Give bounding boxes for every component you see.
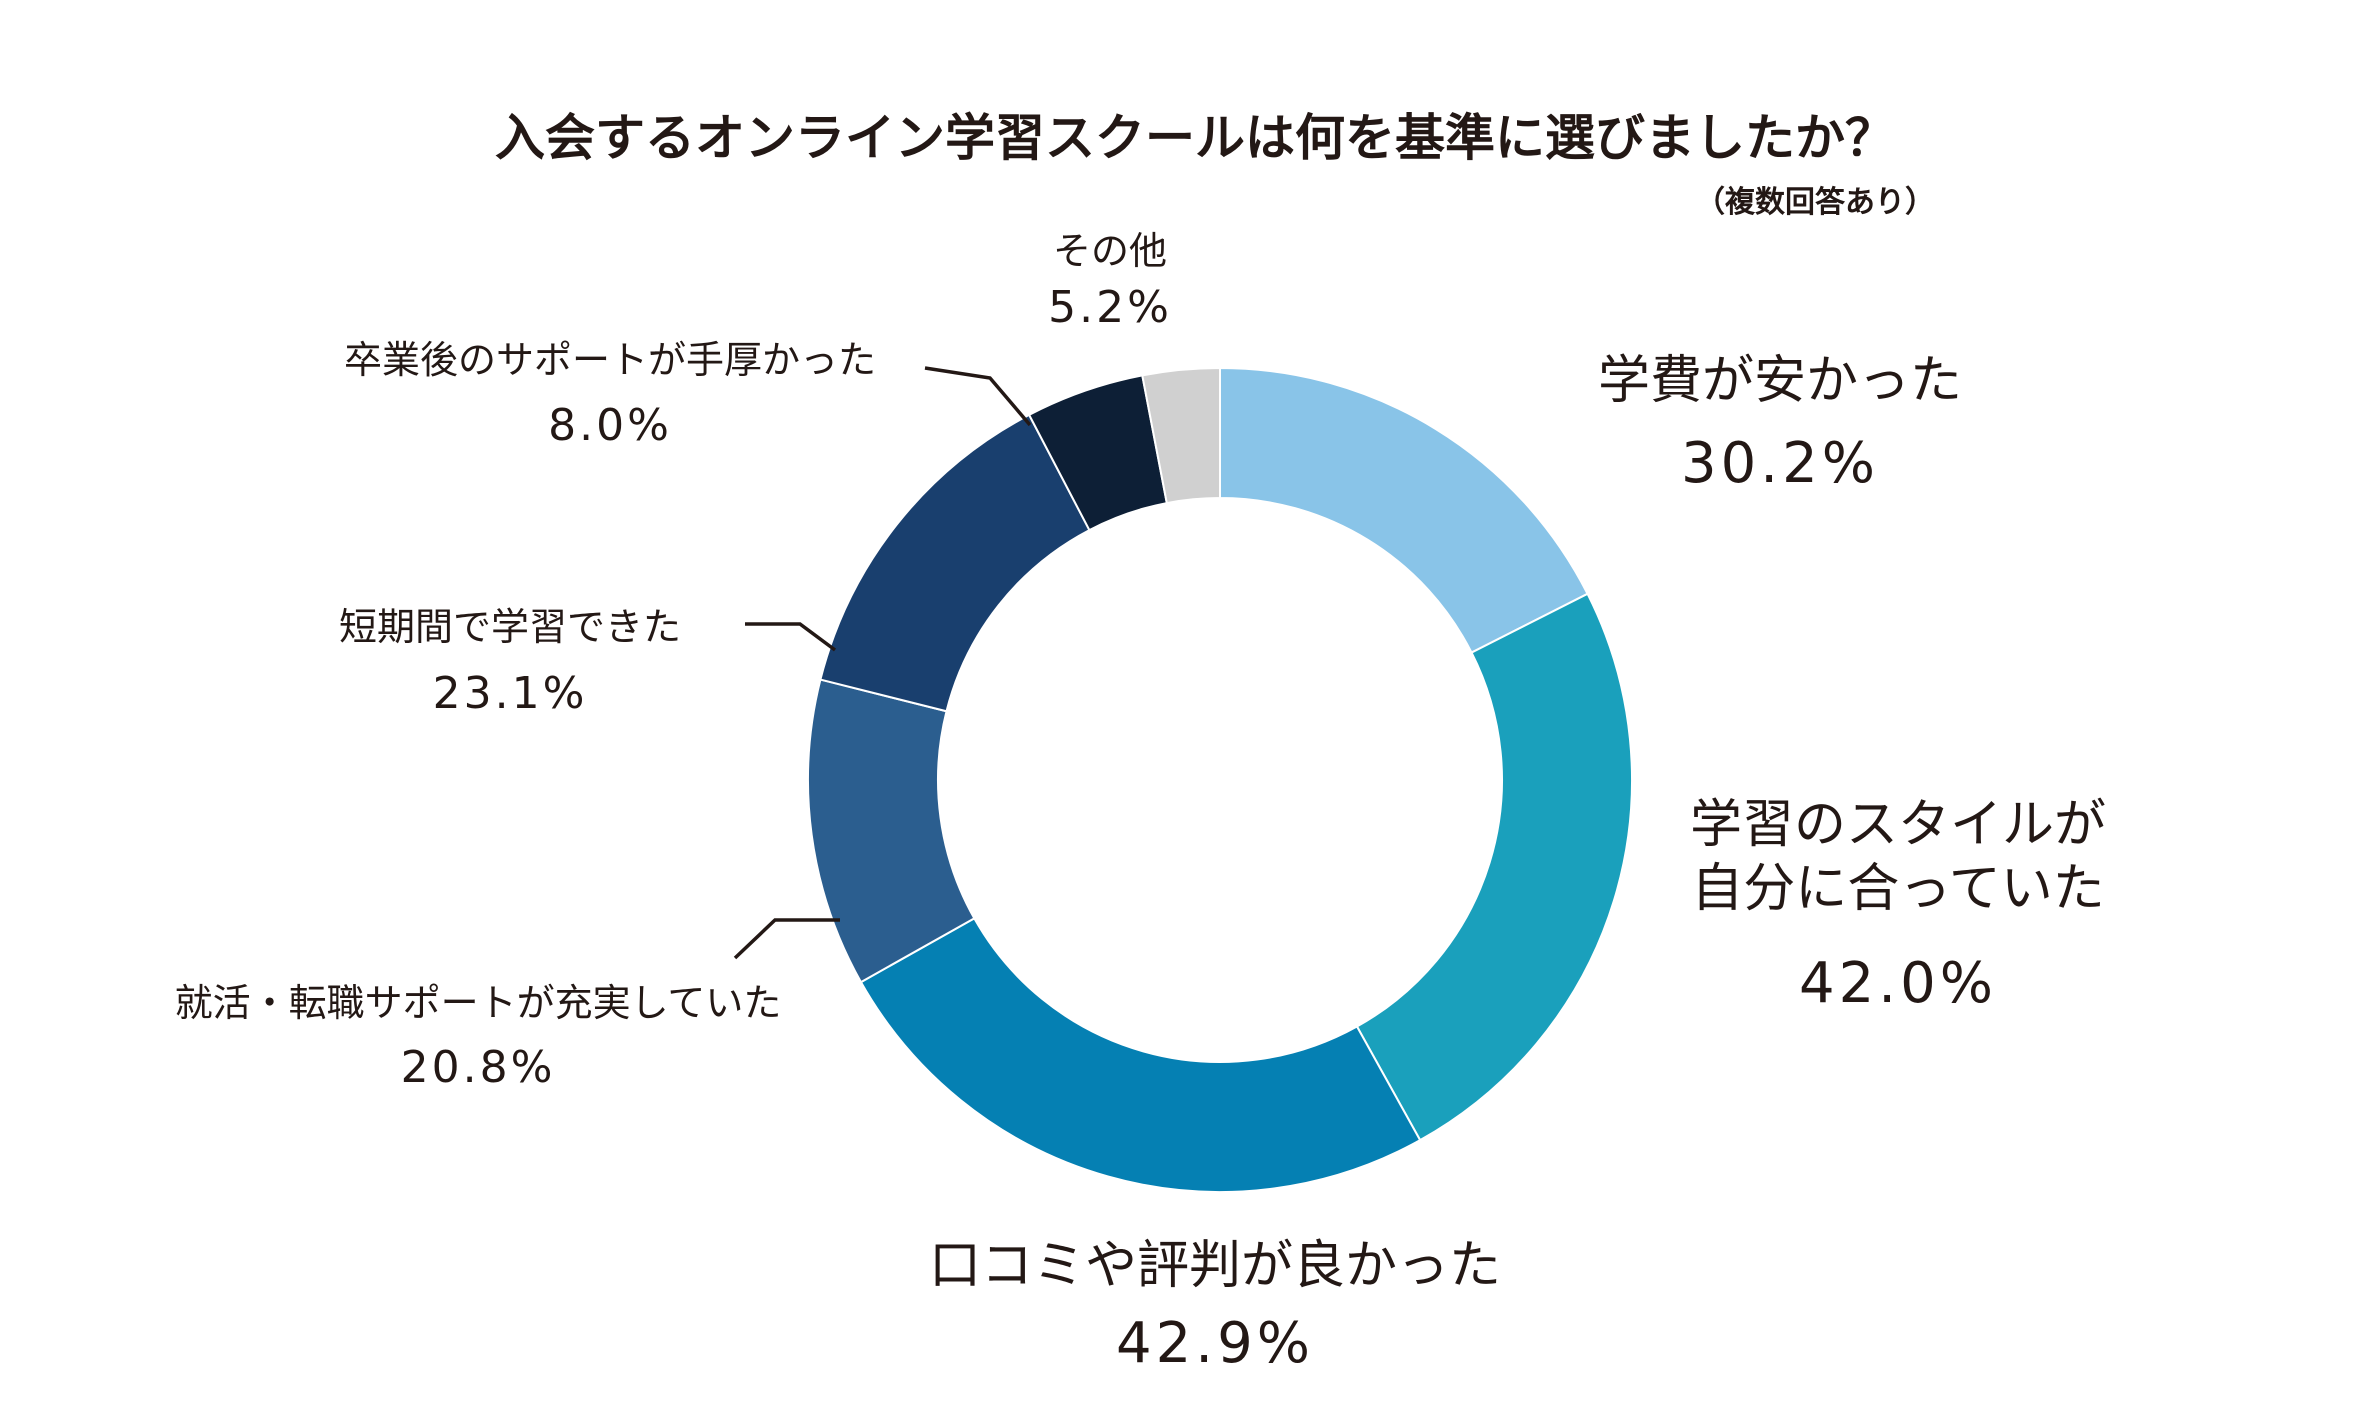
slice-label-other: その他 (1053, 229, 1167, 273)
slice-tuition (1219, 366, 1589, 654)
slice-value-other: 5.2% (1048, 282, 1172, 333)
slice-other (1141, 366, 1221, 505)
slice-label-style-line2: 自分に合っていた (1691, 859, 2104, 919)
leader-line-graduate-support (924, 366, 1032, 427)
slice-value-reviews: 42.9% (1116, 1311, 1314, 1376)
chart-subtitle: （複数回答あり） (1695, 185, 1935, 220)
slice-value-style: 42.0% (1799, 951, 1997, 1016)
chart-title: 入会するオンライン学習スクールは何を基準に選びましたか？ (495, 109, 1895, 167)
slice-value-tuition: 30.2% (1681, 431, 1879, 496)
slice-label-short-period: 短期間で学習できた (339, 605, 681, 649)
leader-line-short-period (745, 622, 837, 652)
slice-label-reviews: 口コミや評判が良かった (929, 1236, 1501, 1296)
slice-value-graduate-support: 8.0% (548, 400, 672, 451)
slice-value-job-support: 20.8% (401, 1042, 556, 1093)
slice-label-graduate-support: 卒業後のサポートが手厚かった (344, 338, 876, 382)
leader-line-job-support (733, 918, 840, 960)
slice-label-style-line1: 学習のスタイルが (1690, 795, 2106, 855)
slice-label-job-support: 就活・転職サポートが充実していた (175, 981, 782, 1025)
slice-short-period (819, 413, 1091, 713)
slice-label-tuition: 学費が安かった (1598, 351, 1962, 411)
slice-style (1355, 592, 1633, 1142)
slice-reviews (859, 916, 1422, 1193)
slice-value-short-period: 23.1% (433, 668, 588, 719)
donut-slices (807, 366, 1633, 1193)
